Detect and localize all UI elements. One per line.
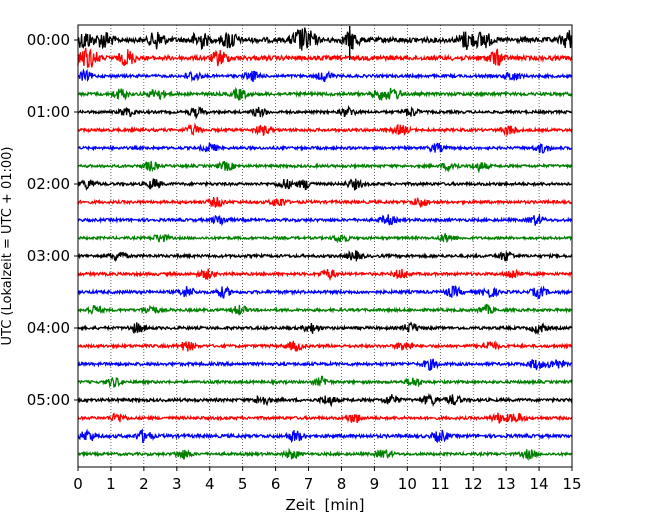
plot-frame <box>77 24 573 468</box>
seismogram-traces <box>77 26 573 462</box>
trace-0230 <box>77 213 573 227</box>
y-tick-label: 02:00 <box>27 175 70 193</box>
x-tick-label: 5 <box>238 475 248 493</box>
x-tick-label: 3 <box>172 475 182 493</box>
trace-0030 <box>77 68 573 83</box>
x-tick-label: 14 <box>530 475 549 493</box>
x-tick-label: 13 <box>497 475 516 493</box>
y-axis-ticks: 00:00 01:00 02:00 03:00 04:00 05:00 <box>27 31 78 409</box>
trace-0430 <box>77 358 572 371</box>
x-tick-label: 10 <box>398 475 417 493</box>
y-tick-label: 00:00 <box>27 31 70 49</box>
trace-0245 <box>78 233 572 244</box>
trace-0115 <box>77 122 573 137</box>
x-tick-label: 8 <box>337 475 347 493</box>
trace-0015 <box>77 47 573 68</box>
trace-0300 <box>77 249 573 263</box>
y-tick-label: 05:00 <box>27 391 70 409</box>
x-tick-label: 7 <box>304 475 314 493</box>
trace-0500 <box>77 392 573 408</box>
trace-0330 <box>77 284 573 301</box>
trace-0200 <box>77 178 573 192</box>
trace-0215 <box>77 196 572 209</box>
trace-0415 <box>77 340 573 353</box>
y-tick-label: 01:00 <box>27 103 70 121</box>
x-tick-label: 1 <box>106 475 116 493</box>
y-axis-label: UTC (Lokalzeit = UTC + 01:00) <box>0 147 15 346</box>
trace-0530 <box>77 428 573 444</box>
trace-0315 <box>77 268 573 282</box>
x-tick-label: 15 <box>562 475 581 493</box>
trace-0400 <box>77 321 573 335</box>
trace-0545 <box>77 447 572 462</box>
x-tick-label: 11 <box>431 475 450 493</box>
x-tick-label: 0 <box>73 475 83 493</box>
x-tick-label: 4 <box>205 475 215 493</box>
x-tick-label: 2 <box>139 475 149 493</box>
trace-0515 <box>77 412 573 424</box>
x-tick-label: 6 <box>271 475 281 493</box>
trace-0145 <box>77 160 573 174</box>
y-tick-label: 03:00 <box>27 247 70 265</box>
x-tick-label: 12 <box>464 475 483 493</box>
x-axis-label: Zeit [min] <box>285 496 364 514</box>
trace-0045 <box>77 86 573 101</box>
y-tick-label: 04:00 <box>27 319 70 337</box>
x-tick-label: 9 <box>370 475 380 493</box>
trace-0345 <box>77 303 573 317</box>
x-axis-ticks: 0 1 2 3 4 5 6 7 8 9 10 11 12 13 14 15 <box>73 467 582 493</box>
trace-0100 <box>77 104 573 121</box>
trace-0445 <box>77 375 573 389</box>
trace-0130 <box>77 142 573 154</box>
trace-0000 <box>77 27 573 51</box>
